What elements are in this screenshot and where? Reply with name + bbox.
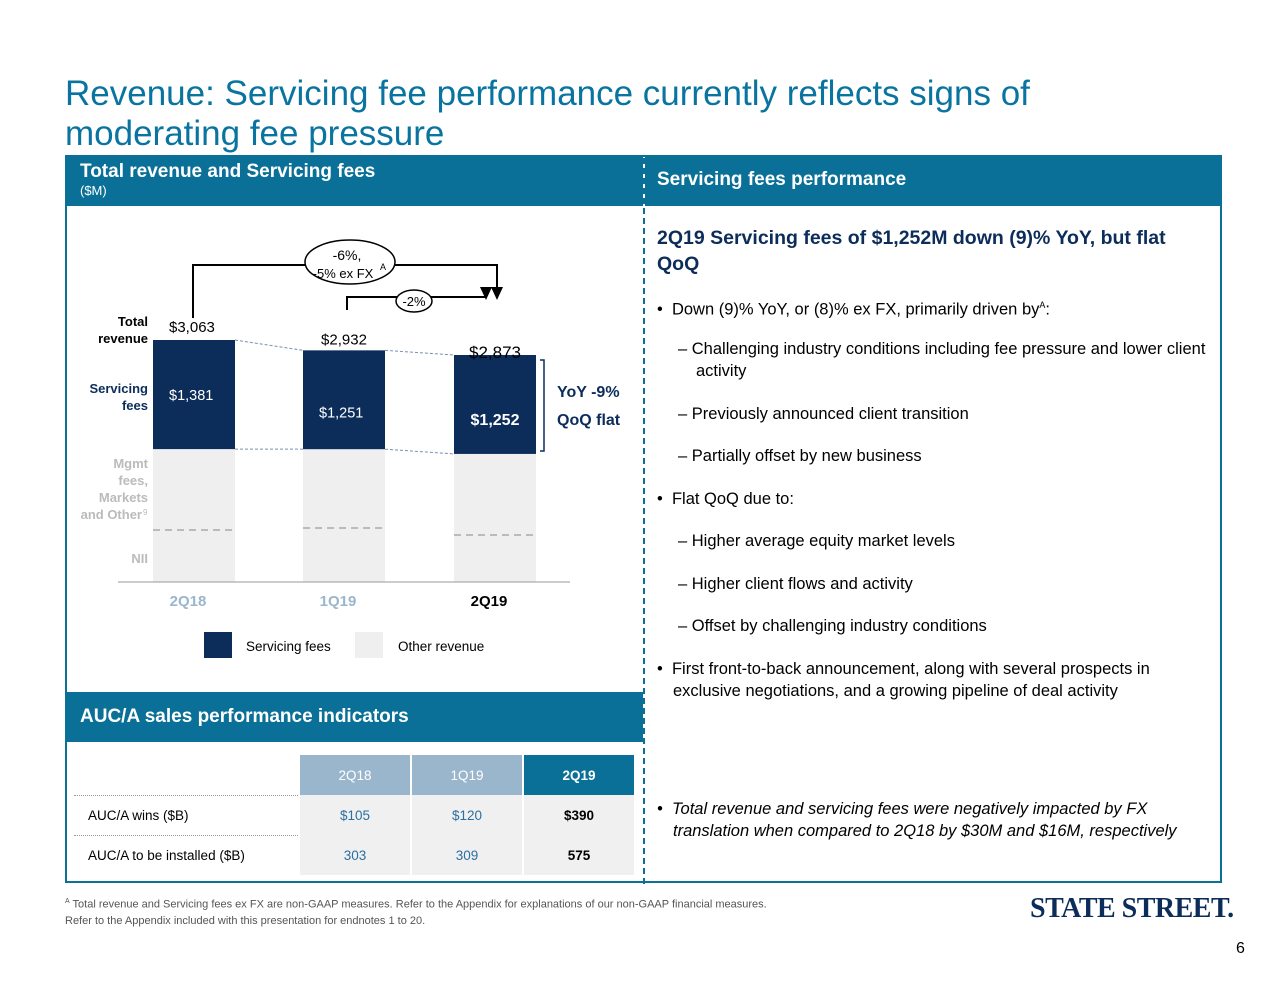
divider xyxy=(643,158,645,884)
right-headline: 2Q19 Servicing fees of $1,252M down (9)%… xyxy=(657,227,1166,275)
servicing-label: $1,251 xyxy=(319,405,363,421)
row-label-total: Total xyxy=(118,314,148,329)
other-revenue-bar xyxy=(454,453,536,582)
sub-bullet-3: – Partially offset by new business xyxy=(678,447,922,465)
bullet-text: Previously announced client transition xyxy=(691,405,969,423)
bullet-text: Higher average equity market levels xyxy=(691,532,955,550)
cell: $105 xyxy=(300,795,410,835)
row-label-other: Mgmt xyxy=(113,456,148,471)
connector-line xyxy=(384,349,455,356)
sub-bullet-6: – Offset by challenging industry conditi… xyxy=(678,617,987,635)
row-label-other: and Other xyxy=(81,507,142,522)
bullet-text: First front-to-back announcement, along … xyxy=(671,660,1150,700)
total-label: $3,063 xyxy=(169,319,215,336)
bullet-text: Challenging industry conditions includin… xyxy=(691,340,1206,380)
left-header-title: Total revenue and Servicing fees xyxy=(80,161,376,182)
superscript: 9 xyxy=(143,508,148,517)
legend-swatch-servicing xyxy=(204,632,232,658)
table-header-row: 2Q18 1Q19 2Q19 xyxy=(74,755,634,795)
qoq-bubble xyxy=(395,289,433,313)
other-revenue-bar xyxy=(153,449,235,582)
legend-label-servicing: Servicing fees xyxy=(246,639,331,654)
servicing-fees-bar xyxy=(153,340,235,450)
servicing-label: $1,252 xyxy=(471,412,520,429)
servicing-bracket xyxy=(540,359,545,452)
col-header: 2Q18 xyxy=(300,755,410,795)
left-header: Total revenue and Servicing fees ($M) xyxy=(67,157,643,206)
arrow-down-icon xyxy=(491,287,503,300)
row-label-total: revenue xyxy=(98,331,148,346)
superscript: A xyxy=(65,898,70,905)
bullet-1: • Down (9)% YoY, or (8)% ex FX, primaril… xyxy=(657,300,1050,319)
total-label: $2,932 xyxy=(321,331,367,348)
sf-yoy-label: YoY -9% xyxy=(557,384,620,401)
servicing-label: $1,381 xyxy=(169,388,213,404)
cell: 303 xyxy=(300,835,410,875)
state-street-logo: STATE STREET. xyxy=(1030,893,1234,924)
servicing-fees-bar xyxy=(303,350,385,450)
auc-table: 2Q18 1Q19 2Q19 AUC/A wins ($B) $105 $120… xyxy=(72,755,636,875)
cell: 309 xyxy=(412,835,522,875)
yoy-bubble xyxy=(304,239,396,285)
other-revenue-bar xyxy=(303,449,385,582)
cell: 575 xyxy=(524,835,634,875)
page-title: Revenue: Servicing fee performance curre… xyxy=(65,74,1030,153)
bullet-text: Down (9)% YoY, or (8)% ex FX, primarily … xyxy=(671,300,1040,319)
auc-header: AUC/A sales performance indicators xyxy=(67,692,643,742)
x-tick-label: 1Q19 xyxy=(320,593,357,610)
bullet-4: • Total revenue and servicing fees were … xyxy=(657,800,1177,840)
cell: $390 xyxy=(524,795,634,835)
bullet-text: Flat QoQ due to: xyxy=(671,490,794,508)
legend-swatch-other xyxy=(355,632,383,658)
sub-bullet-5: – Higher client flows and activity xyxy=(678,575,913,593)
superscript: A xyxy=(380,262,386,272)
row-label-servicing: Servicing xyxy=(89,381,148,396)
legend-label-other: Other revenue xyxy=(398,639,485,654)
row-label-other: Markets xyxy=(99,490,148,505)
sf-qoq-label: QoQ flat xyxy=(557,412,621,429)
revenue-chart: $3,063 $1,381 2Q18 $2,932 $1,251 1Q19 $2,873 $1… xyxy=(81,239,621,610)
connector-line xyxy=(384,448,455,455)
bullet-2: • Flat QoQ due to: xyxy=(657,490,794,508)
footnote-text: Total revenue and Servicing fees ex FX a… xyxy=(72,898,767,911)
page-number: 6 xyxy=(1236,940,1245,957)
yoy-exfx-label: -5% ex FX xyxy=(313,266,374,281)
row-label-other: fees, xyxy=(118,473,148,488)
qoq-label: -2% xyxy=(402,294,426,309)
bullet-text: Offset by challenging industry condition… xyxy=(691,617,987,635)
row-label-servicing: fees xyxy=(122,398,148,413)
total-label: $2,873 xyxy=(469,343,521,362)
bullet-3: • First front-to-back announcement, alon… xyxy=(657,660,1150,700)
bullet-text: Partially offset by new business xyxy=(691,447,922,465)
footnotes: A Total revenue and Servicing fees ex FX… xyxy=(65,894,767,929)
row-label-nii: NII xyxy=(131,551,148,566)
superscript: A xyxy=(1039,300,1046,310)
table-row: AUC/A to be installed ($B) 303 309 575 xyxy=(74,835,634,875)
left-header-unit: ($M) xyxy=(80,183,107,198)
row-label: AUC/A to be installed ($B) xyxy=(74,835,298,875)
table-row: AUC/A wins ($B) $105 $120 $390 xyxy=(74,795,634,835)
yoy-label: -6%, xyxy=(333,247,362,263)
arrow-down-icon xyxy=(480,287,492,300)
bullet-text: : xyxy=(1045,300,1050,319)
servicing-fees-bar xyxy=(454,355,536,454)
x-tick-label: 2Q19 xyxy=(471,593,508,610)
footnote-1: A Total revenue and Servicing fees ex FX… xyxy=(65,894,767,913)
bullet-text: Total revenue and servicing fees were ne… xyxy=(671,800,1177,840)
sub-bullet-2: – Previously announced client transition xyxy=(678,405,969,423)
row-label: AUC/A wins ($B) xyxy=(74,795,298,835)
x-tick-label: 2Q18 xyxy=(170,593,207,610)
cell: $120 xyxy=(412,795,522,835)
right-header: Servicing fees performance xyxy=(645,157,1220,206)
sub-bullet-1: – Challenging industry conditions includ… xyxy=(678,340,1206,380)
col-header: 2Q19 xyxy=(524,755,634,795)
col-header: 1Q19 xyxy=(412,755,522,795)
sub-bullet-4: – Higher average equity market levels xyxy=(678,532,955,550)
bullet-text: Higher client flows and activity xyxy=(691,575,913,593)
footnote-2: Refer to the Appendix included with this… xyxy=(65,914,426,927)
connector-line xyxy=(234,339,304,351)
